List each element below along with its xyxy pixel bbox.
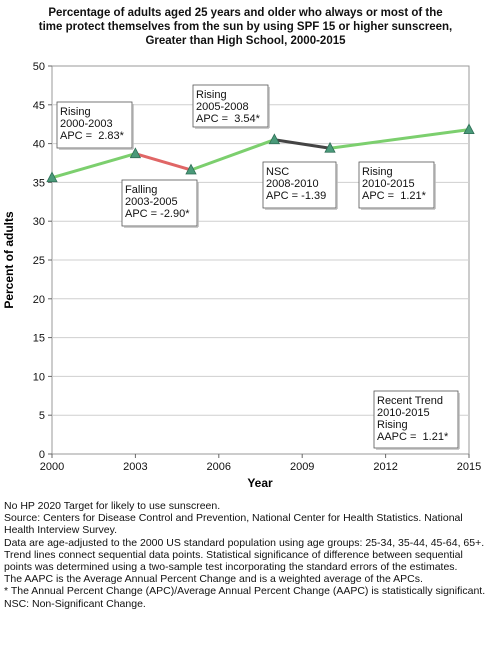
footnote: No HP 2020 Target for likely to use suns… <box>4 500 221 512</box>
annotation-text: Rising <box>196 89 227 101</box>
trend-segment-rising <box>328 128 471 150</box>
annotation-text: APC = 2.83* <box>60 130 125 142</box>
data-point-marker <box>268 133 281 145</box>
y-tick-label: 45 <box>33 100 45 112</box>
y-tick-label: 25 <box>33 255 45 267</box>
y-tick-label: 10 <box>33 371 45 383</box>
chart-title: Percentage of adults aged 25 years and o… <box>10 6 481 48</box>
annotation-text: 2008-2010 <box>266 178 319 190</box>
chart-title-line: time protect themselves from the sun by … <box>38 21 453 33</box>
annotation-frame <box>121 179 198 227</box>
annotation-frame <box>373 390 459 449</box>
annotation-text: APC = 3.54* <box>196 113 261 125</box>
annotation-frame <box>358 161 435 209</box>
footnotes: No HP 2020 Target for likely to use suns… <box>4 500 490 610</box>
annotation-frame <box>56 101 133 149</box>
footnote: Source: Centers for Disease Control and … <box>4 512 463 537</box>
x-tick-label: 2015 <box>457 461 481 473</box>
y-tick-label: 20 <box>33 294 45 306</box>
footnote: Trend lines connect sequential data poin… <box>4 548 463 574</box>
annotation-text: Rising <box>362 166 393 178</box>
y-axis-label: Percent of adults <box>2 211 16 309</box>
footnote: The AAPC is the Average Annual Percent C… <box>4 573 423 586</box>
annotation-text: 2010-2015 <box>362 178 415 190</box>
chart-title-line: Percentage of adults aged 25 years and o… <box>48 7 443 19</box>
annotation-frame <box>192 84 269 128</box>
y-tick-label: 40 <box>33 139 45 151</box>
x-tick-label: 2006 <box>207 461 231 473</box>
data-point-marker <box>324 141 336 153</box>
x-tick-label: 2009 <box>290 461 314 473</box>
annotation-text: AAPC = 1.21* <box>377 431 449 443</box>
x-tick-labels: 2000 2003 2006 2009 2012 2015 <box>40 454 481 473</box>
data-point-marker <box>129 147 142 159</box>
footnote: Data are age-adjusted to the 2000 US sta… <box>4 536 485 549</box>
x-tick-label: 2000 <box>40 461 64 473</box>
y-tick-label: 30 <box>33 216 45 228</box>
y-tick-label: 35 <box>33 177 45 189</box>
x-axis-label: Year <box>247 476 273 490</box>
data-point-marker <box>46 171 58 183</box>
footnote: * The Annual Percent Change (APC)/Averag… <box>4 585 486 598</box>
data-point-marker <box>185 163 197 175</box>
footnote: NSC: Non-Significant Change. <box>4 597 146 610</box>
annotation-text: Falling <box>125 184 157 196</box>
line-chart: 0 5 10 15 20 25 30 35 40 45 50 2000 2003 2006 2009 201… <box>2 61 481 490</box>
y-tick-label: 0 <box>39 449 45 461</box>
y-tick-label: 15 <box>33 333 45 345</box>
annotation-text: 2010-2015 <box>377 407 430 419</box>
trend-segment-nsc <box>272 138 332 150</box>
x-tick-label: 2012 <box>373 461 397 473</box>
annotation-text: 2000-2003 <box>60 118 113 130</box>
annotation-text: 2005-2008 <box>196 101 249 113</box>
annotation-text: Rising <box>60 106 91 118</box>
data-markers <box>46 123 475 183</box>
annotation-text: 2003-2005 <box>125 196 178 208</box>
trend-segment-falling <box>133 152 193 172</box>
trend-segment-rising <box>50 152 137 180</box>
annotation-text: APC = -2.90* <box>125 208 190 220</box>
y-tick-label: 50 <box>33 61 45 73</box>
x-tick-label: 2003 <box>123 461 147 473</box>
annotation-text: Recent Trend <box>377 395 443 407</box>
y-tick-labels: 0 5 10 15 20 25 30 35 40 45 50 <box>33 61 52 461</box>
annotation-text: APC = 1.21* <box>362 190 427 202</box>
trend-segment-rising <box>189 138 276 172</box>
chart-title-line: Greater than High School, 2000-2015 <box>145 35 346 47</box>
data-point-marker <box>463 123 475 135</box>
trend-segments <box>50 128 471 180</box>
annotation-text: Rising <box>377 419 408 431</box>
annotation-text: NSC <box>266 166 289 178</box>
annotation-frame <box>262 161 337 209</box>
y-tick-label: 5 <box>39 410 45 422</box>
annotation-text: APC = -1.39 <box>266 190 326 202</box>
